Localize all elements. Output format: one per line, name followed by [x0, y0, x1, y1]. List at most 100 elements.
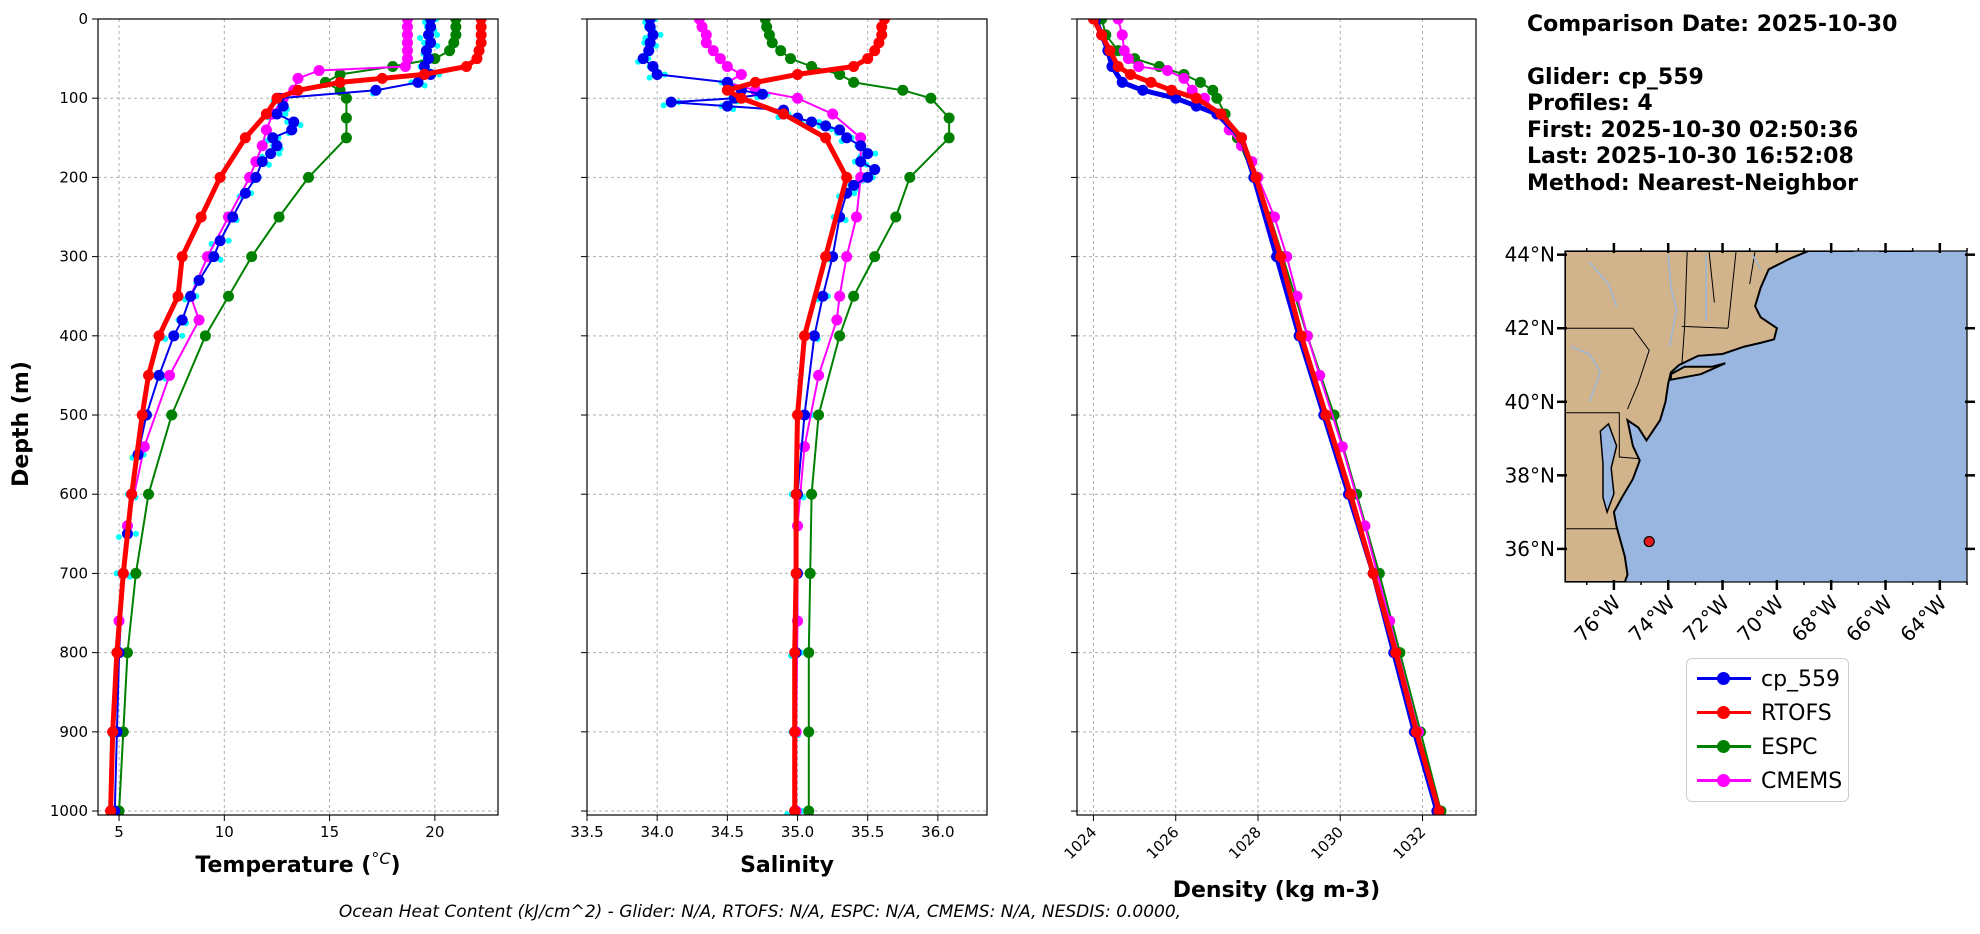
series-point-espc — [834, 68, 846, 80]
series-group — [1087, 19, 1447, 815]
series-point-cp_559 — [239, 187, 251, 199]
series-point-rtofs — [111, 647, 123, 659]
series-point-cmems — [735, 68, 747, 80]
y-axis-label: Depth (m) — [9, 361, 34, 487]
state-border — [1681, 251, 1688, 366]
series-point-cp_559 — [153, 369, 165, 381]
series-point-cp_559 — [1116, 76, 1128, 88]
series-point-espc — [890, 211, 902, 223]
series-point-espc — [340, 132, 352, 144]
series-point-cmems — [401, 37, 413, 49]
legend-label: ESPC — [1761, 734, 1818, 760]
y-tick-label: 800 — [59, 644, 88, 662]
series-point-cp_559 — [637, 53, 649, 65]
series-point-cp_559 — [271, 108, 283, 120]
legend-swatch — [1697, 771, 1751, 791]
series-point-rtofs — [334, 76, 346, 88]
series-point-espc — [121, 647, 133, 659]
series-point-espc — [199, 330, 211, 342]
series-point-rtofs — [790, 567, 802, 579]
series-point-cp_559 — [651, 68, 663, 80]
glider-raw-point — [657, 31, 664, 38]
series-point-espc — [143, 488, 155, 500]
glider-raw-point — [434, 31, 441, 38]
series-point-cmems — [834, 290, 846, 302]
profile-count: Profiles: 4 — [1527, 91, 1653, 116]
series-point-cmems — [1116, 29, 1128, 41]
series-point-cp_559 — [643, 45, 655, 57]
series-point-espc — [273, 211, 285, 223]
y-tick-label: 200 — [59, 168, 88, 186]
series-point-espc — [834, 330, 846, 342]
glider-raw-point — [646, 74, 653, 81]
x-tick-label: 36.0 — [921, 823, 954, 841]
series-group — [105, 19, 487, 815]
state-border — [1565, 412, 1640, 460]
series-point-espc — [1211, 92, 1223, 104]
series-point-cp_559 — [869, 163, 881, 175]
y-tick-label: 0 — [78, 10, 88, 28]
x-tick-label: 1026 — [1143, 823, 1183, 863]
series-point-cmems — [193, 314, 205, 326]
series-point-cp_559 — [214, 235, 226, 247]
series-point-cp_559 — [256, 156, 268, 168]
x-tick-label: 34.5 — [711, 823, 744, 841]
series-point-cp_559 — [855, 156, 867, 168]
series-point-espc — [869, 251, 881, 263]
series-point-cmems — [714, 53, 726, 65]
series-point-espc — [340, 92, 352, 104]
series-point-rtofs — [862, 53, 874, 65]
series-point-cp_559 — [418, 61, 430, 73]
series-point-cp_559 — [665, 96, 677, 108]
series-point-cmems — [827, 108, 839, 120]
series-point-cmems — [401, 45, 413, 57]
series-point-rtofs — [1390, 647, 1402, 659]
y-tick-label: 700 — [59, 564, 88, 582]
series-point-cmems — [138, 441, 150, 453]
series-point-cp_559 — [721, 100, 733, 112]
lat-tick-label: 40°N — [1505, 390, 1555, 414]
y-tick-label: 1000 — [50, 802, 88, 820]
y-tick-label: 900 — [59, 723, 88, 741]
x-tick-label: 15 — [320, 823, 339, 841]
last-time: Last: 2025-10-30 16:52:08 — [1527, 144, 1854, 169]
chesapeake-bay — [1599, 422, 1618, 515]
series-point-rtofs — [869, 45, 881, 57]
series-point-rtofs — [1096, 29, 1108, 41]
series-point-cmems — [1178, 72, 1190, 84]
series-point-espc — [340, 112, 352, 124]
series-point-espc — [334, 68, 346, 80]
series-point-espc — [775, 45, 787, 57]
legend-label: CMEMS — [1761, 768, 1843, 794]
glider-raw-point — [179, 332, 186, 339]
lon-tick-label: 74°W — [1624, 590, 1680, 646]
panel-frame — [586, 18, 988, 816]
series-point-espc — [848, 76, 860, 88]
series-point-cp_559 — [168, 330, 180, 342]
series-point-espc — [223, 290, 235, 302]
series-point-espc — [925, 92, 937, 104]
x-axis-label-tail: ) — [391, 853, 401, 878]
series-point-rtofs — [475, 29, 487, 41]
glider-raw-point — [276, 150, 283, 157]
x-axis-label-main: Temperature ( — [195, 853, 371, 878]
river — [1751, 254, 1762, 270]
series-point-rtofs — [1087, 19, 1099, 25]
legend-item-espc: ESPC — [1687, 731, 1818, 763]
glider-raw-point — [851, 190, 858, 197]
lat-tick-label: 44°N — [1505, 243, 1555, 267]
series-point-rtofs — [1410, 726, 1422, 738]
legend-item-cp_559: cp_559 — [1687, 663, 1840, 695]
x-axis-label: Temperature (°C) — [195, 849, 400, 878]
method: Method: Nearest-Neighbor — [1527, 170, 1858, 196]
glider-raw-point — [282, 111, 289, 118]
series-point-cp_559 — [848, 179, 860, 191]
series-point-rtofs — [1124, 68, 1136, 80]
river — [1667, 254, 1678, 347]
series-point-espc — [943, 132, 955, 144]
series-point-cp_559 — [193, 274, 205, 286]
x-axis-label-unit: °C — [371, 849, 391, 868]
series-point-cp_559 — [176, 314, 188, 326]
series-point-rtofs — [735, 92, 747, 104]
series-point-rtofs — [239, 132, 251, 144]
